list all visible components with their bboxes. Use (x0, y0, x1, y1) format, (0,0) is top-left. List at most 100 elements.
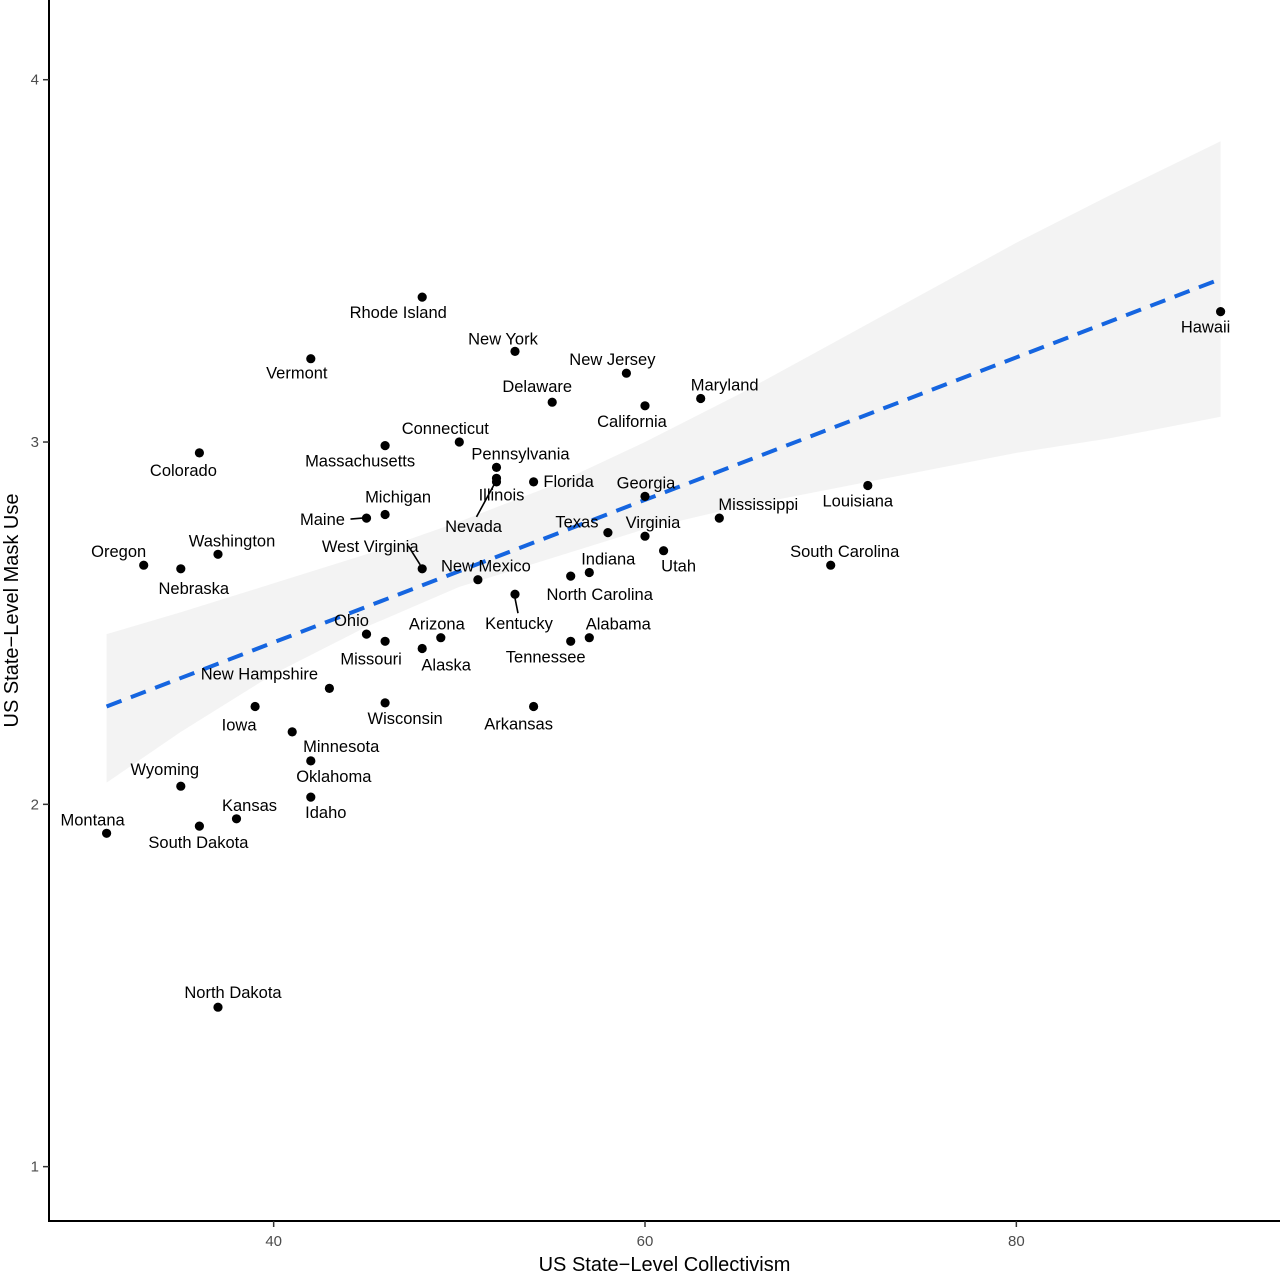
point-alabama (584, 633, 594, 643)
point-oklahoma (306, 756, 316, 766)
point-indiana (584, 567, 594, 578)
label-north-carolina: North Carolina (547, 586, 654, 604)
x-tick-label-80: 80 (1008, 1233, 1025, 1250)
point-new-york (510, 346, 520, 356)
label-leader-lines (350, 483, 519, 614)
point-maine (361, 513, 372, 523)
label-massachusetts: Massachusetts (305, 453, 415, 471)
label-pennsylvania: Pennsylvania (471, 445, 570, 463)
state-labels: Hawaii Louisiana South Carolina Maryland Mis… (60, 304, 1230, 1002)
x-tick-label-60: 60 (637, 1233, 654, 1250)
data-points (102, 292, 1226, 1012)
label-ohio: Ohio (334, 612, 369, 630)
point-west-virginia (417, 564, 427, 574)
point-wisconsin (380, 698, 390, 708)
label-new-york: New York (468, 330, 538, 348)
label-louisiana: Louisiana (822, 493, 893, 511)
point-massachusetts (380, 441, 390, 451)
point-montana (102, 828, 112, 838)
label-oregon: Oregon (91, 543, 146, 561)
point-nevada (491, 477, 502, 487)
label-wyoming: Wyoming (130, 761, 199, 779)
label-florida: Florida (543, 473, 594, 491)
point-texas (603, 528, 613, 538)
label-nevada: Nevada (445, 518, 503, 536)
y-tick-label-3: 3 (31, 434, 39, 451)
label-utah: Utah (661, 558, 696, 576)
label-missouri: Missouri (340, 650, 401, 668)
y-tick-label-1: 1 (31, 1159, 39, 1176)
label-nebraska: Nebraska (158, 580, 229, 598)
point-kentucky (510, 589, 520, 599)
point-iowa (250, 701, 260, 712)
label-tennessee: Tennessee (506, 648, 586, 666)
label-vermont: Vermont (266, 365, 328, 383)
label-new-mexico: New Mexico (441, 558, 531, 576)
confidence-band (106, 141, 1221, 783)
label-wisconsin: Wisconsin (368, 710, 443, 728)
trend-line (105, 277, 1222, 709)
point-nebraska (176, 564, 186, 574)
label-maryland: Maryland (691, 377, 759, 395)
point-utah (659, 546, 669, 556)
label-virginia: Virginia (626, 514, 682, 532)
point-california (640, 401, 650, 411)
label-west-virginia: West Virginia (322, 538, 419, 556)
label-minnesota: Minnesota (303, 738, 380, 756)
label-texas: Texas (555, 514, 598, 532)
point-virginia (640, 531, 650, 541)
label-michigan: Michigan (365, 489, 431, 507)
point-maryland (696, 393, 706, 404)
point-ohio (361, 629, 372, 639)
x-axis-title: US State−Level Collectivism (539, 1254, 791, 1276)
label-indiana: Indiana (581, 551, 636, 569)
y-axis-ticks: 1 2 3 4 (31, 72, 49, 1176)
point-vermont (306, 354, 316, 364)
x-axis-ticks: 40 60 80 (265, 1221, 1025, 1250)
point-new-mexico (473, 575, 483, 585)
label-mississippi: Mississippi (718, 496, 798, 514)
label-kentucky: Kentucky (485, 615, 554, 633)
point-michigan (380, 509, 390, 520)
label-arizona: Arizona (409, 616, 466, 634)
label-alabama: Alabama (586, 616, 652, 634)
label-new-hampshire: New Hampshire (201, 665, 318, 683)
label-south-carolina: South Carolina (790, 543, 900, 561)
label-idaho: Idaho (305, 804, 346, 822)
label-colorado: Colorado (150, 462, 217, 480)
point-delaware (547, 397, 557, 407)
point-alaska (417, 643, 427, 654)
label-south-dakota: South Dakota (148, 834, 249, 852)
point-pennsylvania (491, 462, 502, 472)
point-connecticut (454, 437, 464, 447)
point-new-hampshire (324, 683, 334, 694)
point-oregon (139, 560, 149, 570)
point-rhode-island (417, 292, 427, 302)
point-arkansas (529, 701, 539, 712)
y-axis-title: US State−Level Mask Use (1, 494, 23, 728)
point-north-carolina (566, 571, 576, 581)
point-south-carolina (826, 560, 836, 570)
label-connecticut: Connecticut (402, 420, 490, 438)
point-wyoming (176, 781, 186, 791)
point-colorado (194, 448, 204, 458)
point-idaho (306, 792, 316, 802)
point-georgia (640, 491, 650, 501)
y-tick-label-2: 2 (31, 796, 39, 813)
label-rhode-island: Rhode Island (350, 304, 447, 322)
point-mississippi (714, 513, 724, 523)
label-kansas: Kansas (222, 797, 277, 815)
label-washington: Washington (189, 532, 276, 550)
leader-west-virginia (407, 545, 421, 566)
point-minnesota (287, 727, 297, 737)
label-montana: Montana (60, 811, 125, 829)
label-oklahoma: Oklahoma (296, 768, 372, 786)
point-kansas (231, 814, 242, 824)
label-north-dakota: North Dakota (184, 984, 282, 1002)
label-arkansas: Arkansas (484, 716, 553, 734)
point-north-dakota (213, 1002, 223, 1012)
point-arizona (436, 633, 446, 643)
point-tennessee (566, 636, 576, 646)
point-missouri (380, 636, 390, 646)
label-maine: Maine (300, 511, 345, 529)
